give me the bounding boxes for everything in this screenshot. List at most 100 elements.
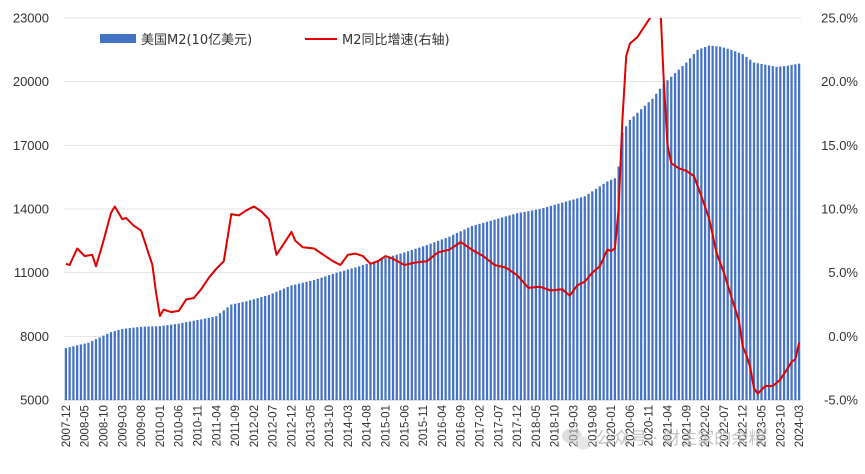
x-axis-ticks: 2007-12 2008-05 2008-10 2009-03 2009-08 2010-… [61, 404, 806, 447]
m2-bar [286, 286, 289, 400]
x-tick-label: 2011-09 [230, 405, 242, 446]
m2-bar [320, 277, 323, 400]
m2-bar [527, 211, 530, 400]
m2-bar [662, 83, 665, 401]
m2-bar [594, 188, 598, 400]
right-tick-label: 25.0% [821, 11, 858, 26]
m2-bar [493, 219, 496, 400]
m2-bar [316, 278, 319, 400]
x-tick-label: 2017-12 [512, 405, 524, 447]
x-tick-label: 2017-07 [493, 405, 505, 447]
left-tick-label: 17000 [13, 138, 49, 153]
m2-bar [685, 62, 688, 401]
m2-bar [226, 307, 229, 400]
m2-bar [173, 324, 177, 400]
m2-bar [399, 253, 402, 400]
x-tick-label: 2016-09 [456, 405, 468, 447]
m2-bar [568, 200, 571, 400]
m2-bar [549, 205, 553, 400]
m2-bar [87, 342, 90, 400]
m2-bar [429, 243, 432, 400]
right-tick-label: 10.0% [821, 202, 858, 217]
m2-bar [715, 46, 718, 400]
left-tick-label: 23000 [13, 11, 49, 26]
m2-bar [203, 318, 207, 400]
legend: 美国M2(10亿美元) M2同比增速(右轴) [100, 33, 450, 48]
m2-bar [658, 88, 662, 401]
m2-bar [294, 284, 297, 400]
m2-bar [542, 207, 545, 400]
left-tick-label: 8000 [20, 329, 49, 344]
m2-bar [170, 324, 173, 400]
m2-bar [756, 63, 759, 400]
m2-bar [692, 54, 695, 400]
m2-bar [752, 62, 756, 401]
m2-bar [143, 326, 146, 400]
m2-bar [264, 296, 267, 400]
x-tick-label: 2023-10 [775, 405, 787, 447]
x-tick-label: 2021-04 [663, 404, 675, 447]
m2-bar [640, 109, 643, 400]
right-tick-label: 15.0% [821, 138, 858, 153]
m2-bar [305, 281, 308, 400]
m2-bar [177, 323, 180, 400]
m2-bar [297, 283, 301, 400]
m2-bar [365, 263, 368, 400]
m2-bar [440, 239, 444, 400]
m2-bar [64, 348, 68, 400]
m2-bar [531, 210, 534, 400]
legend-bar-swatch [100, 34, 136, 43]
m2-bar [444, 238, 447, 400]
left-tick-label: 5000 [20, 393, 49, 408]
wechat-logo-icon [562, 428, 591, 450]
m2-bar [350, 268, 353, 400]
left-tick-label: 20000 [13, 74, 49, 89]
m2-bar [737, 52, 741, 400]
x-tick-label: 2022-07 [719, 405, 731, 447]
x-tick-label: 2022-12 [738, 405, 750, 447]
m2-bar [249, 300, 252, 400]
x-tick-label: 2009-03 [117, 405, 129, 447]
x-tick-label: 2022-02 [700, 405, 712, 447]
x-tick-label: 2010-06 [174, 405, 186, 447]
m2-bar [587, 193, 590, 400]
m2-bar [561, 202, 564, 400]
m2-bars [64, 45, 801, 401]
m2-bar [83, 343, 86, 400]
m2-bar [613, 178, 616, 400]
m2-bar [346, 269, 350, 400]
m2-bar [418, 247, 421, 400]
m2-bar [376, 260, 380, 400]
growth-line [65, 18, 801, 395]
m2-bar [384, 257, 387, 400]
m2-bar [688, 58, 692, 400]
m2-bar [312, 280, 316, 400]
right-tick-label: -5.0% [824, 393, 858, 408]
m2-bar [681, 66, 684, 401]
m2-bar [523, 211, 526, 400]
m2-bar [222, 310, 225, 400]
left-axis-ticks: 5000 8000 11000 14000 17000 20000 23000 [13, 11, 49, 408]
m2-bar [414, 248, 417, 400]
m2-bar [771, 66, 774, 401]
x-tick-label: 2020-01 [606, 405, 618, 447]
m2-bar [403, 252, 406, 400]
m2-bar [267, 294, 271, 400]
m2-bar [538, 209, 541, 400]
m2-bar [343, 270, 346, 400]
m2-bar [279, 290, 282, 400]
m2-bar [124, 328, 128, 400]
m2-bar [200, 319, 203, 400]
m2-bar [489, 220, 492, 400]
m2-bar [515, 213, 519, 400]
m2-bar [139, 326, 143, 400]
m2-bar [474, 224, 477, 400]
x-tick-label: 2021-09 [681, 405, 693, 447]
m2-bar [361, 265, 365, 400]
left-tick-label: 11000 [14, 265, 49, 280]
m2-bar [275, 291, 278, 400]
m2-bar [207, 317, 210, 400]
m2-bar [583, 196, 586, 400]
m2-bar [666, 80, 669, 400]
m2-bar [241, 302, 244, 400]
